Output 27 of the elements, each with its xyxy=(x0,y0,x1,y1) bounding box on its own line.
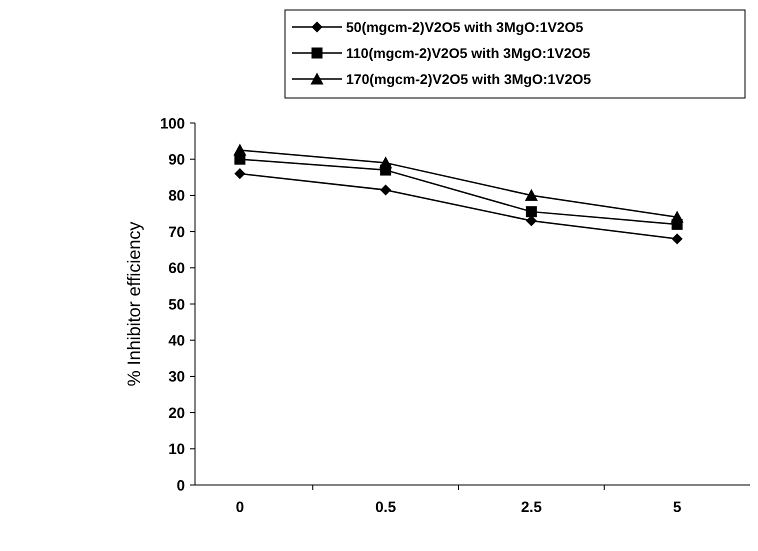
point xyxy=(524,188,538,201)
point xyxy=(380,184,392,196)
point xyxy=(526,206,537,218)
y-axis-title: % Inhibitor efficiency xyxy=(124,222,144,386)
legend-label: 110(mgcm-2)V2O5 with 3MgO:1V2O5 xyxy=(346,44,591,61)
point xyxy=(233,144,246,156)
point xyxy=(379,156,392,168)
y-tick-label: 80 xyxy=(168,188,185,205)
y-tick-label: 60 xyxy=(168,260,185,278)
y-tick-label: 90 xyxy=(168,151,185,168)
y-tick-label: 100 xyxy=(160,115,185,132)
point xyxy=(672,233,683,244)
y-tick-label: 10 xyxy=(168,441,185,458)
x-tick-label: 5 xyxy=(672,499,682,516)
x-tick-label: 0 xyxy=(236,499,244,516)
x-tick-label: 0.5 xyxy=(375,499,396,516)
y-tick-label: 0 xyxy=(176,477,185,494)
point xyxy=(670,210,684,223)
y-tick-label: 70 xyxy=(168,224,185,241)
point xyxy=(234,168,246,180)
x-tick-label: 2.5 xyxy=(520,499,542,516)
y-tick-label: 30 xyxy=(168,368,185,386)
legend-label: 50(mgcm-2)V2O5 with 3MgO:1V2O5 xyxy=(346,18,584,35)
legend-label: 170(mgcm-2)V2O5 with 3MgO:1V2O5 xyxy=(346,70,592,87)
y-tick-label: 40 xyxy=(168,332,185,350)
y-tick-label: 20 xyxy=(168,404,185,422)
y-tick-label: 50 xyxy=(168,296,185,314)
